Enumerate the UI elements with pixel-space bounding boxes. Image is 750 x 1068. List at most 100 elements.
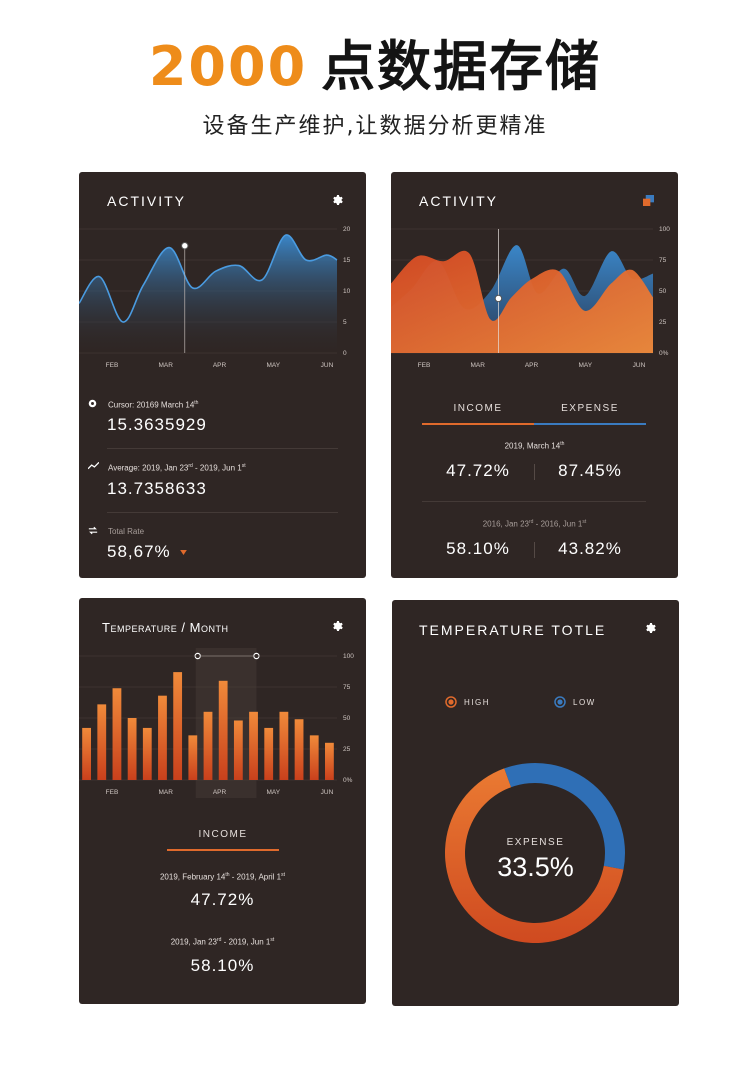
- bar[interactable]: [142, 727, 152, 780]
- activity-card-1: ACTIVITY 20 15 10 5 0 FEB MAR APR MAY JUN Cursor:…: [79, 172, 366, 578]
- tab-income[interactable]: INCOME: [453, 403, 503, 414]
- range-value-1: 47.72%: [190, 890, 255, 909]
- donut-chart[interactable]: [392, 755, 679, 955]
- bar[interactable]: [188, 735, 198, 780]
- y-tick-label: 50: [343, 715, 351, 722]
- layers-icon[interactable]: [643, 195, 654, 206]
- gear-icon[interactable]: [644, 622, 656, 634]
- y-tick-label: 25: [659, 319, 667, 326]
- cursor-point[interactable]: [181, 242, 189, 250]
- bar[interactable]: [309, 735, 319, 780]
- average-value: 13.7358633: [107, 479, 207, 498]
- x-tick-label: MAR: [471, 362, 486, 369]
- area-series-fill: [79, 234, 337, 353]
- y-tick-label: 0%: [659, 350, 669, 357]
- y-tick-label: 5: [343, 319, 347, 326]
- tab-income[interactable]: INCOME: [198, 829, 248, 840]
- y-tick-label: 75: [659, 257, 667, 264]
- card-title: TEMPERATURE TOTLE: [419, 622, 607, 638]
- y-tick-label: 0%: [343, 777, 353, 784]
- bar[interactable]: [218, 680, 228, 780]
- tab-income-underline: [422, 423, 534, 425]
- expense-value-1: 87.45%: [558, 461, 622, 480]
- divider: [107, 512, 338, 513]
- cursor-icon: [88, 399, 97, 408]
- temperature-bar-chart[interactable]: 100 75 50 25 0% FEB MAR APR MAY JUN: [79, 648, 366, 798]
- column-divider: [534, 464, 535, 480]
- range-label-1: 2019, February 14th - 2019, April 1st: [159, 872, 286, 882]
- y-tick-label: 100: [343, 653, 354, 660]
- bar[interactable]: [279, 711, 289, 780]
- bar[interactable]: [233, 720, 243, 780]
- legend-high-dot-icon[interactable]: [445, 696, 457, 708]
- x-tick-label: JUN: [321, 789, 334, 796]
- donut-center-label: EXPENSE: [506, 837, 565, 848]
- x-tick-label: APR: [525, 362, 539, 369]
- page-headline: 2000 点数据存储: [0, 22, 750, 101]
- bar[interactable]: [82, 727, 91, 780]
- bar[interactable]: [173, 672, 183, 780]
- temperature-month-card: Temperature / Month 100 75 50 25 0% FEB MAR APR…: [79, 598, 366, 1004]
- trend-line-icon: [88, 462, 99, 470]
- donut-slice-low[interactable]: [504, 763, 625, 870]
- average-label: Average: 2019, Jan 23rd - 2019, Jun 1st: [108, 463, 246, 473]
- legend-low-dot-icon[interactable]: [554, 696, 566, 708]
- x-tick-label: FEB: [106, 362, 119, 369]
- bar[interactable]: [112, 688, 122, 780]
- donut-center-value: 33.5%: [497, 852, 574, 882]
- tab-expense-underline: [534, 423, 646, 425]
- legend-high-label[interactable]: HIGH: [464, 698, 490, 707]
- x-tick-label: MAR: [159, 789, 174, 796]
- bar[interactable]: [325, 742, 334, 780]
- x-tick-label: APR: [213, 362, 227, 369]
- card-title: Temperature / Month: [102, 620, 229, 635]
- x-tick-label: MAR: [159, 362, 174, 369]
- y-tick-label: 20: [343, 226, 351, 233]
- divider: [422, 501, 646, 502]
- column-divider: [534, 542, 535, 558]
- cursor-point[interactable]: [494, 294, 503, 303]
- x-tick-label: MAY: [266, 362, 280, 369]
- cursor-value: 15.3635929: [107, 415, 207, 434]
- gear-icon[interactable]: [331, 620, 343, 632]
- date-label-2: 2016, Jan 23rd - 2016, Jun 1st: [482, 519, 587, 529]
- bar[interactable]: [249, 711, 258, 780]
- x-tick-label: FEB: [106, 789, 119, 796]
- temperature-total-card: TEMPERATURE TOTLE HIGH LOW EXPENSE 33.5%: [392, 600, 679, 1006]
- bar[interactable]: [203, 711, 213, 780]
- gear-icon[interactable]: [331, 194, 343, 206]
- y-tick-label: 10: [343, 288, 351, 295]
- bar[interactable]: [294, 719, 304, 780]
- x-tick-label: MAY: [578, 362, 592, 369]
- range-label-2: 2019, Jan 23rd - 2019, Jun 1st: [170, 937, 275, 947]
- rate-label: Total Rate: [108, 527, 145, 536]
- income-expense-area-chart[interactable]: 100 75 50 25 0% FEB MAR APR MAY JUN: [391, 217, 678, 422]
- income-value-2: 58.10%: [446, 539, 510, 558]
- tab-income-underline: [167, 849, 279, 851]
- y-tick-label: 75: [343, 684, 351, 691]
- divider: [107, 448, 338, 449]
- down-arrow-icon: [180, 550, 187, 555]
- y-tick-label: 0: [343, 350, 347, 357]
- tab-expense[interactable]: EXPENSE: [561, 403, 619, 414]
- page-subtitle: 设备生产维护,让数据分析更精准: [202, 114, 548, 139]
- bar[interactable]: [264, 727, 274, 780]
- x-tick-label: APR: [213, 789, 227, 796]
- activity-area-chart[interactable]: 20 15 10 5 0 FEB MAR APR MAY JUN: [79, 217, 366, 422]
- bar[interactable]: [158, 695, 167, 780]
- y-tick-label: 15: [343, 257, 351, 264]
- bar[interactable]: [97, 704, 107, 780]
- rate-value: 58,67%: [107, 542, 171, 561]
- bar[interactable]: [127, 718, 137, 780]
- x-tick-label: MAY: [266, 789, 280, 796]
- legend-low-label[interactable]: LOW: [573, 698, 596, 707]
- y-tick-label: 50: [659, 288, 667, 295]
- income-value-1: 47.72%: [446, 461, 510, 480]
- cursor-label: Cursor: 20169 March 14th: [108, 400, 199, 410]
- x-tick-label: FEB: [418, 362, 431, 369]
- headline-number: 2000: [148, 35, 308, 98]
- x-tick-label: JUN: [633, 362, 646, 369]
- date-label-1: 2019, March 14th: [504, 441, 565, 451]
- card-title: ACTIVITY: [107, 193, 187, 209]
- expense-value-2: 43.82%: [558, 539, 622, 558]
